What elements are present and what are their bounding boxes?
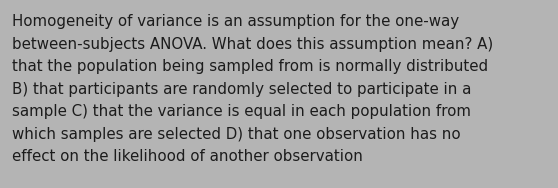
Text: Homogeneity of variance is an assumption for the one-way: Homogeneity of variance is an assumption… [12,14,459,29]
Text: which samples are selected D) that one observation has no: which samples are selected D) that one o… [12,127,460,142]
Text: B) that participants are randomly selected to participate in a: B) that participants are randomly select… [12,82,472,96]
Text: between-subjects ANOVA. What does this assumption mean? A): between-subjects ANOVA. What does this a… [12,36,493,52]
Text: sample C) that the variance is equal in each population from: sample C) that the variance is equal in … [12,104,471,119]
Text: that the population being sampled from is normally distributed: that the population being sampled from i… [12,59,488,74]
Text: effect on the likelihood of another observation: effect on the likelihood of another obse… [12,149,363,164]
